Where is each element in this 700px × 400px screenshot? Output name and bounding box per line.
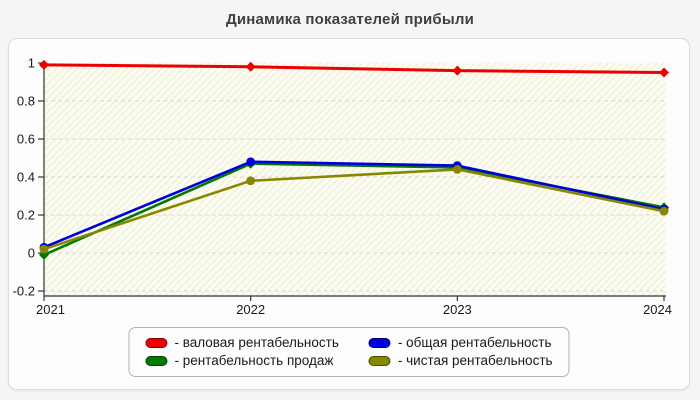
data-point: [659, 206, 669, 216]
legend-swatch: [368, 355, 391, 366]
x-tick-label: 2023: [443, 302, 472, 317]
series-line: [43, 160, 665, 249]
data-point: [245, 61, 256, 72]
legend-swatch: [145, 337, 168, 348]
y-tick-label: 0.2: [17, 208, 35, 223]
legend-label: - рентабельность продаж: [174, 353, 334, 368]
data-point: [246, 157, 256, 167]
legend-label: - общая рентабельность: [397, 335, 552, 350]
series-line: [43, 63, 665, 74]
legend-box: - валовая рентабельность - общая рентабел…: [128, 327, 570, 377]
legend-item: - валовая рентабельность: [145, 335, 339, 350]
y-tick-label: 0.8: [17, 94, 35, 109]
legend-item: - рентабельность продаж: [145, 353, 338, 368]
legend-label: - валовая рентабельность: [174, 335, 339, 350]
data-point: [452, 165, 462, 174]
legend-label: - чистая рентабельность: [397, 353, 553, 368]
legend-swatch: [368, 337, 391, 348]
legend-item: - чистая рентабельность: [368, 353, 553, 368]
legend-item: - общая рентабельность: [368, 335, 553, 350]
data-point: [659, 67, 669, 78]
plot-background: [44, 63, 666, 296]
y-tick-label: -0.2: [13, 284, 35, 299]
chart-title: Динамика показателей прибыли: [225, 11, 475, 28]
data-point: [39, 59, 49, 70]
data-point: [452, 65, 463, 76]
chart-panel: 1 0.8 0.6 0.4 0.2 0 -0.2 2021 2022 2023 2024 - вал…: [8, 38, 690, 390]
series-line: [43, 168, 665, 251]
y-tick-label: 0.6: [17, 132, 35, 147]
data-point: [246, 176, 256, 186]
x-tick-label: 2021: [36, 302, 65, 317]
legend-swatch: [145, 355, 168, 366]
y-tick-label: 1: [28, 56, 35, 71]
x-tick-label: 2024: [643, 302, 672, 317]
x-tick-label: 2022: [236, 302, 265, 317]
y-tick-label: 0: [28, 246, 35, 261]
data-point: [39, 244, 49, 254]
y-tick-label: 0.4: [17, 170, 35, 185]
